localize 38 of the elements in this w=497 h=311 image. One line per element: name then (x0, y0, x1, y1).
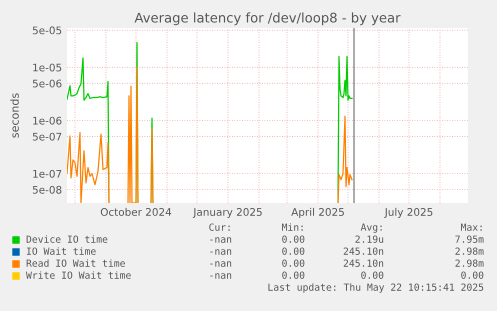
x-tick-label: April 2025 (291, 208, 344, 218)
legend-label: Device IO time (26, 235, 108, 243)
text: 2.19u (355, 235, 384, 243)
text: -nan (210, 249, 232, 255)
text: 245.10n (344, 259, 384, 267)
y-tick-label: 1e-06 (33, 116, 62, 125)
chart-title: Average latency for /dev/loop8 - by year (134, 12, 401, 26)
text: 0.00 (282, 271, 304, 279)
x-tick-label: October 2024 (100, 208, 172, 216)
legend-label: Read IO Wait time (26, 259, 125, 267)
text: 0.00 (282, 247, 304, 255)
text: Avg: (360, 224, 382, 233)
y-tick-label: 1e-05 (33, 64, 62, 72)
text: -nan (210, 237, 232, 243)
text: Last update: Thu May 22 10:15:41 2025 (268, 283, 484, 293)
y-axis-title: seconds (10, 93, 19, 138)
legend-label: Write IO Wait time (26, 271, 131, 279)
text: Min: (282, 223, 303, 231)
text: 2.98m (455, 259, 484, 267)
text: 2.98m (455, 247, 484, 255)
text: 0.00 (361, 271, 384, 279)
text: 7.95m (455, 235, 484, 243)
text: 0.00 (461, 271, 484, 279)
text: Max: (460, 224, 482, 231)
x-tick-label: January 2025 (192, 208, 262, 218)
text: -nan (210, 273, 232, 279)
y-tick-label: 5e-08 (32, 186, 62, 194)
x-tick-label: July 2025 (384, 208, 432, 218)
text: -nan (210, 261, 232, 267)
y-tick-label: 5e-07 (32, 132, 62, 141)
y-tick-label: 5e-06 (32, 80, 62, 88)
text: Cur: (209, 223, 230, 231)
legend-label: IO Wait time (26, 247, 96, 255)
text: 0.00 (282, 259, 304, 267)
text: 245.10n (344, 247, 384, 255)
y-tick-label: 5e-05 (32, 26, 62, 34)
y-tick-label: 1e-07 (33, 170, 62, 178)
text: 0.00 (282, 235, 304, 243)
